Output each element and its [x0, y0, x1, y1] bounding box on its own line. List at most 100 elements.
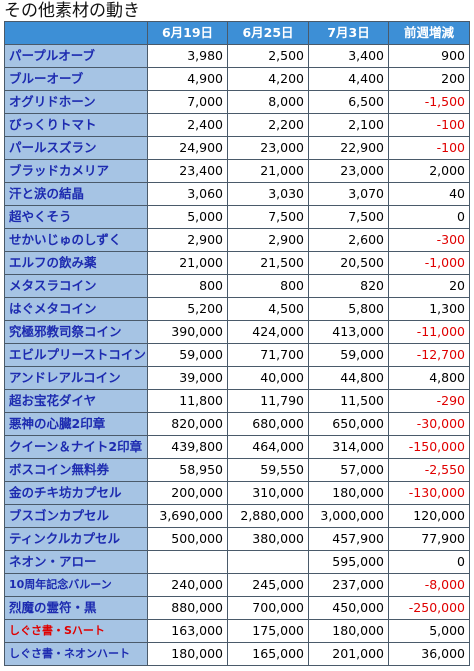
item-name-cell: しぐさ書・ネオンハート — [4, 642, 148, 666]
item-name-cell: ブスゴンカプセル — [4, 504, 148, 528]
price-jun19-cell: 390,000 — [147, 320, 228, 344]
price-jun19-cell: 3,980 — [147, 44, 228, 68]
weekly-change-cell: -290 — [388, 389, 470, 413]
weekly-change-cell: 4,800 — [388, 366, 470, 390]
price-jun25-cell: 165,000 — [227, 642, 309, 666]
page-title: その他素材の動き — [4, 1, 140, 21]
price-jun19-cell: 11,800 — [147, 389, 228, 413]
price-jun19-cell: 21,000 — [147, 251, 228, 275]
weekly-change-cell: 120,000 — [388, 504, 470, 528]
price-jul3-cell: 57,000 — [308, 458, 389, 482]
table-row: 10周年記念バルーン 240,000 245,000 237,000 -8,000 — [4, 573, 470, 597]
price-jun25-cell: 8,000 — [227, 90, 309, 114]
price-jun25-cell: 680,000 — [227, 412, 309, 436]
price-jun25-cell: 175,000 — [227, 619, 309, 643]
item-name-cell: しぐさ書・Sハート — [4, 619, 148, 643]
weekly-change-cell: -100 — [388, 136, 470, 160]
price-jun19-cell: 240,000 — [147, 573, 228, 597]
item-name-cell: オグリドホーン — [4, 90, 148, 114]
table-header-row: 6月19日 6月25日 7月3日 前週増減 — [4, 21, 470, 45]
price-jun19-cell: 2,900 — [147, 228, 228, 252]
table-row: 汗と涙の結晶 3,060 3,030 3,070 40 — [4, 182, 470, 206]
price-jul3-cell: 23,000 — [308, 159, 389, 183]
price-jul3-cell: 180,000 — [308, 481, 389, 505]
price-jun25-cell: 59,550 — [227, 458, 309, 482]
weekly-change-cell: 77,900 — [388, 527, 470, 551]
table-row: びっくりトマト 2,400 2,200 2,100 -100 — [4, 113, 470, 137]
price-jul3-cell: 2,100 — [308, 113, 389, 137]
price-jul3-cell: 413,000 — [308, 320, 389, 344]
column-header-date-3: 7月3日 — [308, 21, 389, 45]
item-name-cell: びっくりトマト — [4, 113, 148, 137]
column-header-change: 前週増減 — [388, 21, 470, 45]
price-jul3-cell: 4,400 — [308, 67, 389, 91]
price-jun25-cell: 4,200 — [227, 67, 309, 91]
table-row: ネオン・アロー 595,000 0 — [4, 550, 470, 574]
column-header-date-1: 6月19日 — [147, 21, 228, 45]
price-jul3-cell: 22,900 — [308, 136, 389, 160]
price-jun19-cell: 24,900 — [147, 136, 228, 160]
table-row: ブルーオーブ 4,900 4,200 4,400 200 — [4, 67, 470, 91]
price-jul3-cell: 3,000,000 — [308, 504, 389, 528]
price-jun19-cell: 820,000 — [147, 412, 228, 436]
price-jun25-cell: 40,000 — [227, 366, 309, 390]
price-jun25-cell: 4,500 — [227, 297, 309, 321]
price-jun19-cell: 500,000 — [147, 527, 228, 551]
price-jun25-cell: 71,700 — [227, 343, 309, 367]
table-row: ティンクルカプセル 500,000 380,000 457,900 77,900 — [4, 527, 470, 551]
price-table: 6月19日 6月25日 7月3日 前週増減 パープルオーブ 3,980 2,500 3… — [4, 21, 470, 666]
weekly-change-cell: -300 — [388, 228, 470, 252]
price-jul3-cell: 11,500 — [308, 389, 389, 413]
price-jun25-cell: 2,200 — [227, 113, 309, 137]
price-jun25-cell: 245,000 — [227, 573, 309, 597]
table-row: 烈魔の霊符・黒 880,000 700,000 450,000 -250,000 — [4, 596, 470, 620]
item-name-cell: 烈魔の霊符・黒 — [4, 596, 148, 620]
table-row: しぐさ書・Sハート 163,000 175,000 180,000 5,000 — [4, 619, 470, 643]
price-jul3-cell: 457,900 — [308, 527, 389, 551]
price-jun25-cell — [227, 550, 309, 574]
item-name-cell: ブラッドカメリア — [4, 159, 148, 183]
price-jun19-cell: 200,000 — [147, 481, 228, 505]
weekly-change-cell: -30,000 — [388, 412, 470, 436]
price-jun19-cell: 7,000 — [147, 90, 228, 114]
price-jun19-cell: 59,000 — [147, 343, 228, 367]
table-row: ブラッドカメリア 23,400 21,000 23,000 2,000 — [4, 159, 470, 183]
weekly-change-cell: -100 — [388, 113, 470, 137]
item-name-cell: アンドレアルコイン — [4, 366, 148, 390]
item-name-cell: 究極邪教司祭コイン — [4, 320, 148, 344]
price-jun19-cell: 163,000 — [147, 619, 228, 643]
item-name-cell: せかいじゅのしずく — [4, 228, 148, 252]
weekly-change-cell: -130,000 — [388, 481, 470, 505]
weekly-change-cell: -1,500 — [388, 90, 470, 114]
price-jun19-cell: 439,800 — [147, 435, 228, 459]
price-jun25-cell: 464,000 — [227, 435, 309, 459]
weekly-change-cell: 900 — [388, 44, 470, 68]
price-jun19-cell — [147, 550, 228, 574]
weekly-change-cell: 5,000 — [388, 619, 470, 643]
weekly-change-cell: 36,000 — [388, 642, 470, 666]
item-name-cell: 悪神の心臓2印章 — [4, 412, 148, 436]
price-jul3-cell: 6,500 — [308, 90, 389, 114]
item-name-cell: 汗と涙の結晶 — [4, 182, 148, 206]
table-row: オグリドホーン 7,000 8,000 6,500 -1,500 — [4, 90, 470, 114]
price-jun19-cell: 39,000 — [147, 366, 228, 390]
table-row: エルフの飲み薬 21,000 21,500 20,500 -1,000 — [4, 251, 470, 275]
price-jun25-cell: 21,500 — [227, 251, 309, 275]
price-jul3-cell: 59,000 — [308, 343, 389, 367]
price-jul3-cell: 3,070 — [308, 182, 389, 206]
weekly-change-cell: 40 — [388, 182, 470, 206]
price-jun19-cell: 180,000 — [147, 642, 228, 666]
table-row: パールスズラン 24,900 23,000 22,900 -100 — [4, 136, 470, 160]
table-row: パープルオーブ 3,980 2,500 3,400 900 — [4, 44, 470, 68]
table-row: しぐさ書・ネオンハート 180,000 165,000 201,000 36,000 — [4, 642, 470, 666]
price-jul3-cell: 180,000 — [308, 619, 389, 643]
item-name-cell: ボスコイン無料券 — [4, 458, 148, 482]
price-jun19-cell: 58,950 — [147, 458, 228, 482]
price-jun19-cell: 2,400 — [147, 113, 228, 137]
price-jun19-cell: 880,000 — [147, 596, 228, 620]
price-jun19-cell: 5,200 — [147, 297, 228, 321]
price-jun19-cell: 3,690,000 — [147, 504, 228, 528]
item-name-cell: エルフの飲み薬 — [4, 251, 148, 275]
price-jul3-cell: 3,400 — [308, 44, 389, 68]
weekly-change-cell: -1,000 — [388, 251, 470, 275]
